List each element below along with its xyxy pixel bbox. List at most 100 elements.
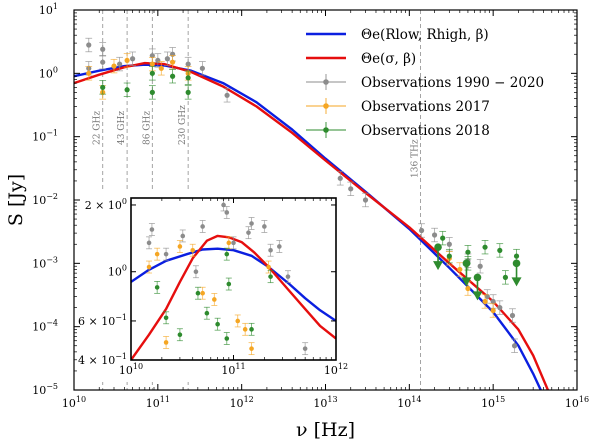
y-axis-label: S [Jy]	[5, 174, 27, 226]
observation-point	[431, 232, 438, 238]
observation-point	[200, 290, 205, 296]
frequency-marker-label: 230 GHz	[178, 105, 188, 145]
x-axis-label: ν [Hz]	[296, 419, 355, 441]
observation-point	[440, 235, 446, 241]
observation-point	[224, 251, 230, 257]
x-tick-label: 1014	[397, 395, 421, 410]
legend-point-swatch	[323, 127, 329, 133]
observation-point	[490, 298, 496, 305]
upper-limit-arrow	[511, 277, 522, 287]
observation-point	[497, 305, 503, 311]
x-tick-label: 1012	[230, 395, 254, 410]
observation-point	[465, 285, 471, 292]
observation-point	[204, 310, 210, 316]
observation-point	[163, 340, 169, 345]
model-curve	[131, 247, 336, 322]
observation-point	[193, 269, 199, 275]
inset-x-tick-label: 1011	[221, 362, 245, 377]
observation-point	[497, 247, 503, 254]
observation-point	[155, 57, 161, 64]
observation-point	[154, 285, 160, 290]
observation-point	[249, 346, 254, 351]
observation-point	[511, 343, 518, 349]
observation-point	[190, 247, 196, 253]
observation-point	[215, 321, 220, 327]
observation-point	[86, 42, 92, 48]
observation-point	[262, 224, 267, 229]
inset-y-tick-label: 2 × 100	[85, 197, 127, 212]
observation-point	[224, 210, 230, 215]
legend-entry-label: Observations 2018	[361, 123, 490, 139]
observation-point	[513, 253, 520, 259]
observation-point	[200, 224, 205, 229]
observation-point	[268, 247, 273, 253]
model-curve	[74, 61, 550, 390]
observation-point	[362, 197, 369, 203]
observation-point	[185, 61, 191, 67]
observation-point	[418, 227, 425, 234]
upper-limit-arrow	[461, 277, 472, 287]
legend-entry-label: Observations 2017	[361, 99, 490, 115]
observation-point	[185, 89, 191, 95]
observation-point	[111, 63, 117, 69]
y-tick-label: 10−2	[32, 192, 58, 207]
observation-point	[509, 312, 516, 319]
observation-point	[226, 281, 232, 287]
observation-point	[146, 264, 152, 270]
observation-point	[235, 318, 241, 324]
y-tick-label: 100	[39, 65, 58, 80]
observation-point	[163, 315, 169, 321]
observation-point	[285, 274, 291, 279]
observation-point	[100, 59, 106, 65]
observation-point	[224, 92, 230, 98]
observation-point	[242, 327, 248, 332]
series-group	[131, 198, 336, 360]
series-group	[74, 37, 550, 390]
legend-point-swatch	[323, 103, 329, 109]
observation-point	[231, 240, 236, 246]
inset-x-tick-label: 1012	[324, 362, 348, 377]
observation-point	[195, 290, 201, 296]
observation-point	[169, 59, 176, 65]
observation-point	[224, 336, 230, 341]
observation-point	[86, 70, 92, 76]
observation-point	[302, 346, 308, 351]
observation-point	[277, 244, 282, 249]
observation-point	[446, 241, 452, 247]
observation-point	[117, 61, 123, 67]
observation-point	[268, 274, 273, 279]
x-tick-label: 1011	[146, 395, 170, 410]
upper-limit-arrow	[433, 261, 444, 271]
y-tick-label: 10−3	[32, 255, 58, 270]
frequency-marker-label: 43 GHz	[117, 111, 127, 145]
observation-point	[482, 298, 488, 305]
y-tick-label: 101	[39, 2, 58, 17]
x-tick-label: 1010	[62, 395, 86, 410]
frequency-marker-label: 136 THz	[411, 139, 421, 178]
observation-point	[502, 274, 509, 280]
observation-point	[100, 84, 106, 90]
observation-point	[490, 307, 496, 314]
upper-limit-arrow	[472, 291, 483, 301]
legend-entry-label: Θe(Rlow, Rhigh, β)	[361, 27, 489, 43]
inset-x-tick-label: 1010	[119, 362, 143, 377]
observation-point	[484, 293, 490, 300]
y-tick-label: 10−1	[32, 129, 58, 144]
observation-point	[177, 332, 183, 338]
inset-y-tick-label: 6 × 10−1	[78, 313, 127, 328]
observation-point	[169, 73, 176, 79]
observation-point	[154, 251, 160, 257]
observation-point	[177, 244, 183, 249]
inset-plot: 1010 1011 1012 4 × 10−1 6 × 10−1 100 2 × 100	[78, 190, 348, 382]
observation-point	[226, 240, 232, 246]
observation-point	[149, 70, 155, 76]
inset-y-tick-label: 4 × 10−1	[78, 352, 127, 367]
observation-point	[477, 263, 483, 269]
x-tick-label: 1015	[481, 395, 505, 410]
observation-point	[149, 61, 155, 67]
observation-point	[164, 56, 170, 62]
frequency-marker-label: 22 GHz	[93, 111, 103, 145]
observation-point	[348, 186, 354, 192]
observation-point	[149, 227, 155, 232]
